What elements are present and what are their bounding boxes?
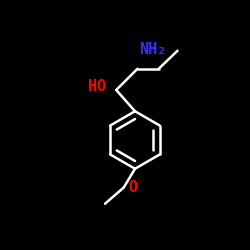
Text: O: O xyxy=(128,180,138,195)
Text: NH₂: NH₂ xyxy=(139,42,166,58)
Text: HO: HO xyxy=(88,79,106,94)
